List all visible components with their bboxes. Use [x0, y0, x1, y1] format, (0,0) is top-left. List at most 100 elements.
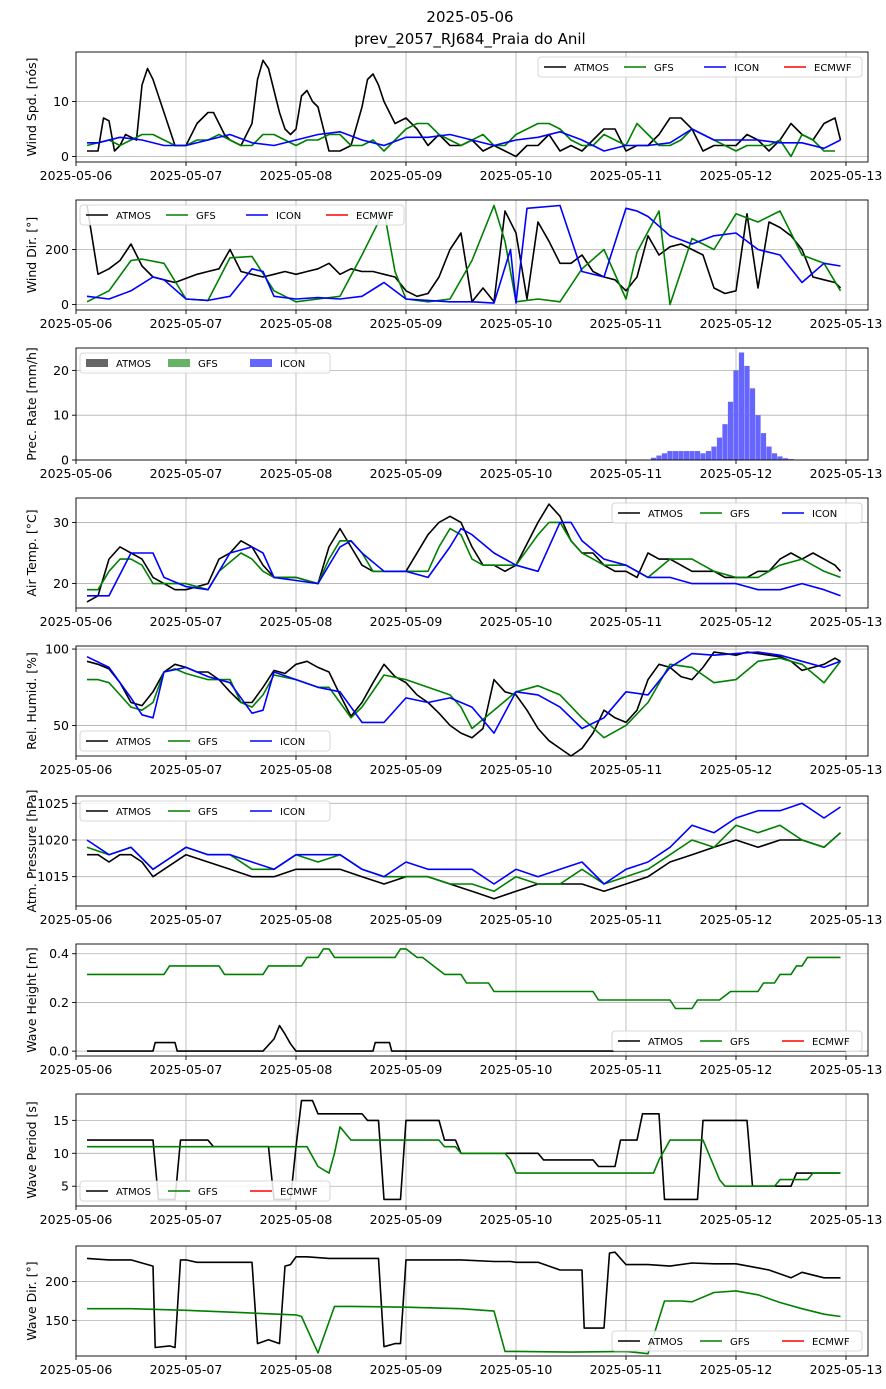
panel-2: 2025-05-06 2025-05-07 2025-05-08 2025-05-09… [24, 199, 883, 331]
panel-6: 2025-05-06 2025-05-07 2025-05-08 2025-05-09… [24, 789, 882, 927]
x-tick-label: 2025-05-10 [480, 912, 553, 927]
legend: ATMOS GFS ICON ECMWF [79, 204, 405, 226]
legend-label-gfs: GFS [196, 211, 216, 222]
x-tick-label: 2025-05-06 [40, 1362, 113, 1377]
x-tick-label: 2025-05-12 [700, 1212, 773, 1227]
series-line-icon [87, 128, 841, 152]
y-tick-label: 20 [53, 576, 69, 591]
legend-box [79, 352, 331, 374]
legend-label-ecmwf: ECMWF [812, 1337, 850, 1348]
x-tick-label: 2025-05-12 [700, 762, 773, 777]
x-tick-label: 2025-05-10 [480, 316, 553, 331]
x-tick-label: 2025-05-07 [150, 762, 223, 777]
legend-label-atmos: ATMOS [574, 63, 609, 74]
x-tick-label: 2025-05-08 [260, 168, 333, 183]
precip-bar [683, 451, 690, 460]
precip-bar [711, 446, 717, 460]
x-tick-label: 2025-05-10 [480, 466, 553, 481]
legend-label-gfs: GFS [198, 807, 218, 818]
panel-4: 2025-05-06 2025-05-07 2025-05-08 2025-05-09… [24, 497, 883, 629]
x-tick-label: 2025-05-13 [810, 614, 883, 629]
x-tick-label: 2025-05-11 [590, 762, 663, 777]
x-tick-label: 2025-05-08 [260, 1212, 333, 1227]
legend-label-ecmwf: ECMWF [812, 1037, 850, 1048]
precip-bar [700, 453, 706, 460]
y-tick-label: 0 [61, 453, 69, 468]
legend-label-icon: ICON [280, 807, 305, 818]
precip-bar [689, 451, 695, 460]
legend-label-icon: ICON [280, 737, 305, 748]
legend-label-atmos: ATMOS [648, 1337, 683, 1348]
series-line-gfs [87, 1290, 841, 1355]
legend-label-atmos: ATMOS [116, 211, 151, 222]
y-tick-label: 200 [45, 242, 69, 257]
legend-box [611, 502, 863, 524]
x-tick-label: 2025-05-09 [370, 1212, 443, 1227]
legend: ATMOS GFS ICON [79, 800, 331, 822]
figure-title-station: prev_2057_RJ684_Praia do Anil [354, 30, 585, 49]
y-tick-label: 1015 [37, 869, 69, 884]
precip-bar [782, 458, 789, 460]
x-tick-label: 2025-05-10 [480, 1212, 553, 1227]
legend-label-gfs: GFS [730, 509, 750, 520]
x-tick-label: 2025-05-13 [810, 1062, 883, 1077]
legend-box [537, 56, 863, 78]
y-tick-label: 30 [53, 515, 69, 530]
y-tick-label: 1025 [37, 796, 69, 811]
x-tick-label: 2025-05-12 [700, 1062, 773, 1077]
precip-bar [716, 437, 723, 460]
legend-label-icon: ICON [812, 509, 837, 520]
series-line-gfs [87, 1126, 841, 1187]
panel-8: 2025-05-06 2025-05-07 2025-05-08 2025-05-09… [24, 1093, 883, 1227]
legend-label-ecmwf: ECMWF [356, 211, 394, 222]
x-tick-label: 2025-05-12 [700, 316, 773, 331]
series-line-atmos [86, 205, 842, 303]
legend-label-icon: ICON [276, 211, 301, 222]
precip-bar [727, 401, 734, 460]
precip-bar [705, 451, 712, 460]
x-tick-label: 2025-05-10 [480, 168, 553, 183]
legend-label-gfs: GFS [654, 63, 674, 74]
legend-label-ecmwf: ECMWF [280, 1187, 318, 1198]
legend-box [611, 1030, 863, 1052]
x-tick-label: 2025-05-12 [700, 168, 773, 183]
legend-box [79, 1180, 331, 1202]
y-axis-label: Wind Dir. [°] [24, 217, 39, 293]
panel-5: 2025-05-06 2025-05-07 2025-05-08 2025-05-09… [24, 642, 882, 777]
x-tick-label: 2025-05-08 [260, 316, 333, 331]
series-line-gfs [86, 824, 842, 893]
x-tick-label: 2025-05-10 [480, 1362, 553, 1377]
x-tick-label: 2025-05-07 [150, 1212, 223, 1227]
x-tick-label: 2025-05-13 [810, 316, 883, 331]
axes-frame [75, 1245, 869, 1357]
y-tick-label: 200 [45, 1274, 69, 1289]
precip-bar [722, 424, 728, 460]
x-tick-label: 2025-05-12 [700, 466, 773, 481]
series-line-atmos [86, 503, 842, 603]
x-tick-label: 2025-05-09 [370, 466, 443, 481]
y-axis-label: Wave Height [m] [24, 947, 39, 1053]
y-tick-label: 150 [45, 1313, 69, 1328]
y-axis-label: Wind Spd. [nós] [24, 58, 39, 157]
legend-label-gfs: GFS [198, 737, 218, 748]
x-tick-label: 2025-05-11 [590, 316, 663, 331]
precip-bar [650, 457, 657, 460]
x-tick-label: 2025-05-13 [810, 1212, 883, 1227]
precip-bar [667, 451, 673, 460]
axes-frame [75, 943, 869, 1057]
precip-bar [771, 453, 778, 460]
y-axis-label: Prec. Rate [mm/h] [24, 347, 39, 461]
x-tick-label: 2025-05-13 [810, 466, 883, 481]
y-axis-label: Atm. Pressure [hPa] [24, 789, 39, 912]
legend: ATMOS GFS ECMWF [79, 1180, 331, 1202]
series-line-icon [86, 204, 841, 304]
legend: ATMOS GFS ECMWF [611, 1030, 863, 1052]
y-tick-label: 0.0 [49, 1044, 69, 1059]
x-tick-label: 2025-05-09 [370, 762, 443, 777]
legend-label-atmos: ATMOS [116, 359, 151, 370]
series-line-icon [86, 802, 841, 885]
x-tick-label: 2025-05-11 [590, 1062, 663, 1077]
x-tick-label: 2025-05-08 [260, 1362, 333, 1377]
x-tick-label: 2025-05-08 [260, 912, 333, 927]
x-tick-label: 2025-05-07 [150, 1062, 223, 1077]
